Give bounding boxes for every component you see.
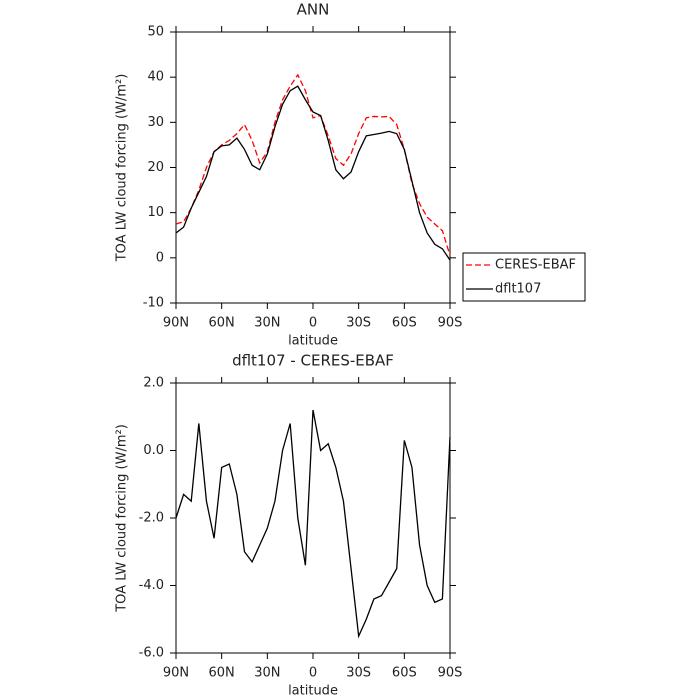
x-axis-label: latitude [288,684,338,699]
data-line [175,409,451,639]
legend-label: CERES-EBAF [495,258,576,273]
x-tick-label: 30S [346,316,371,331]
x-axis-label: latitude [288,334,338,349]
y-tick-label: 50 [147,25,164,40]
plot-frame [175,382,451,654]
x-tick-label: 90S [438,316,463,331]
y-axis-label: TOA LW cloud forcing (W/m²) [115,424,130,613]
y-tick-label: -10 [143,296,164,311]
data-line [175,85,451,261]
y-tick-label: 20 [147,160,164,175]
x-tick-label: 60N [209,316,235,331]
data-line [175,73,451,256]
y-axis-label: TOA LW cloud forcing (W/m²) [115,74,130,263]
y-tick-label: 30 [147,115,164,130]
y-tick-label: 40 [147,70,164,85]
x-tick-label: 90N [163,666,189,681]
y-tick-label: 10 [147,205,164,220]
x-tick-label: 0 [309,666,317,681]
x-tick-label: 30S [346,666,371,681]
y-tick-label: -2.0 [139,511,164,526]
chart-title: dflt107 - CERES-EBAF [232,352,394,370]
chart-title: ANN [297,1,330,19]
legend-label: dflt107 [495,282,541,297]
y-tick-label: 0.0 [143,443,164,458]
x-tick-label: 90S [438,666,463,681]
x-tick-label: 30N [254,316,280,331]
x-tick-label: 0 [309,316,317,331]
y-tick-label: 0 [156,250,164,265]
y-tick-label: 2.0 [143,376,164,391]
legend-frame [462,252,586,302]
x-tick-label: 30N [254,666,280,681]
x-tick-label: 60S [392,666,417,681]
x-tick-label: 60N [209,666,235,681]
y-tick-label: -6.0 [139,646,164,661]
x-tick-label: 60S [392,316,417,331]
x-tick-label: 90N [163,316,189,331]
y-tick-label: -4.0 [139,578,164,593]
